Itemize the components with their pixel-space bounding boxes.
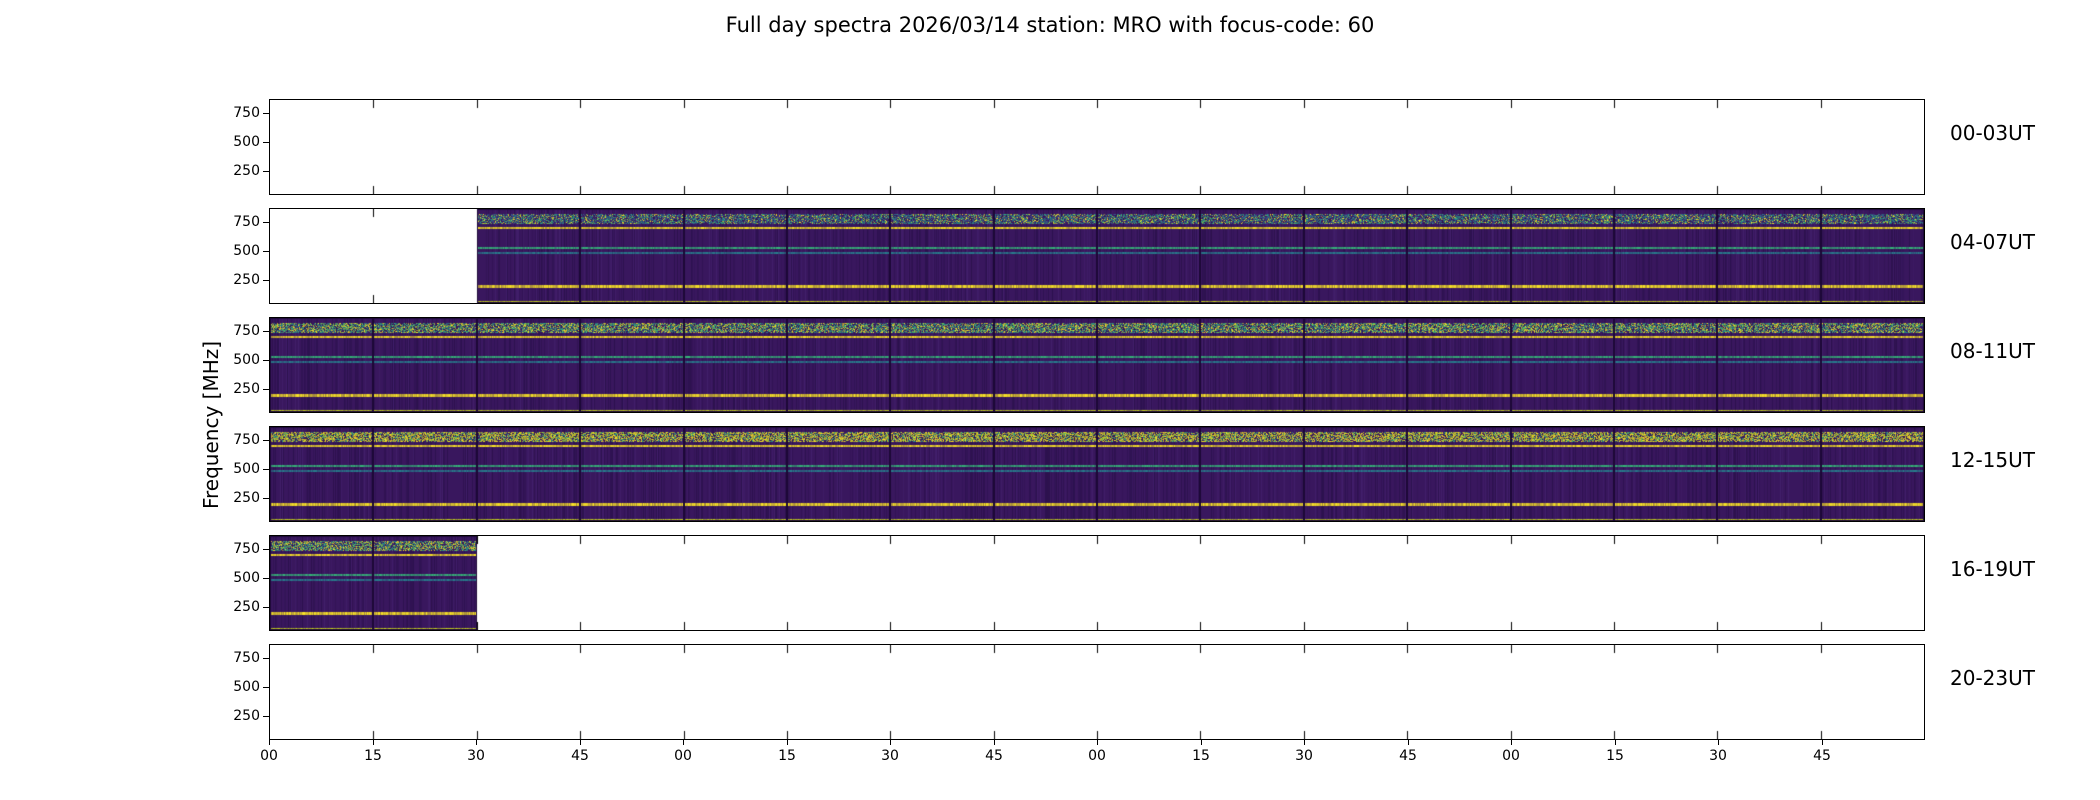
spectrogram-panel-16-19ut — [269, 535, 1925, 631]
spectrogram-canvas — [270, 100, 1924, 194]
x-tick-mark — [890, 740, 891, 745]
y-tick-mark — [263, 607, 269, 608]
y-tick-label: 750 — [233, 649, 260, 666]
y-tick-label: 500 — [233, 134, 260, 151]
y-tick-mark — [263, 658, 269, 659]
spectrogram-canvas — [270, 536, 1924, 630]
x-tick-label: 30 — [467, 748, 485, 764]
y-tick-label: 750 — [233, 213, 260, 230]
y-tick-label: 500 — [233, 679, 260, 696]
y-tick-label: 750 — [233, 431, 260, 448]
y-tick-mark — [263, 440, 269, 441]
x-tick-label: 45 — [985, 748, 1003, 764]
x-tick-mark — [1201, 740, 1202, 745]
y-tick-mark — [263, 171, 269, 172]
y-tick-mark — [263, 498, 269, 499]
x-tick-label: 00 — [674, 748, 692, 764]
y-tick-mark — [263, 280, 269, 281]
x-tick-mark — [580, 740, 581, 745]
x-tick-label: 30 — [881, 748, 899, 764]
y-tick-mark — [263, 222, 269, 223]
x-tick-mark — [1097, 740, 1098, 745]
x-tick-mark — [1511, 740, 1512, 745]
x-tick-mark — [373, 740, 374, 745]
y-tick-mark — [263, 389, 269, 390]
x-tick-label: 15 — [778, 748, 796, 764]
y-tick-label: 750 — [233, 104, 260, 121]
spectrogram-panel-12-15ut — [269, 426, 1925, 522]
x-tick-mark — [1408, 740, 1409, 745]
x-tick-mark — [1615, 740, 1616, 745]
x-tick-label: 30 — [1709, 748, 1727, 764]
y-tick-mark — [263, 360, 269, 361]
spectrogram-canvas — [270, 318, 1924, 412]
spectrogram-panel-00-03ut — [269, 99, 1925, 195]
x-tick-mark — [1822, 740, 1823, 745]
y-tick-mark — [263, 716, 269, 717]
y-tick-mark — [263, 578, 269, 579]
figure-title: Full day spectra 2026/03/14 station: MRO… — [725, 13, 1375, 37]
x-tick-label: 45 — [571, 748, 589, 764]
y-tick-label: 250 — [233, 381, 260, 398]
x-tick-label: 00 — [1088, 748, 1106, 764]
y-tick-label: 500 — [233, 570, 260, 587]
x-tick-label: 45 — [1399, 748, 1417, 764]
y-tick-label: 250 — [233, 272, 260, 289]
spectrogram-panel-20-23ut — [269, 644, 1925, 740]
y-tick-label: 500 — [233, 461, 260, 478]
panel-time-label: 08-11UT — [1950, 339, 2035, 363]
y-tick-label: 500 — [233, 243, 260, 260]
panel-time-label: 16-19UT — [1950, 557, 2035, 581]
y-tick-label: 250 — [233, 163, 260, 180]
x-tick-label: 45 — [1813, 748, 1831, 764]
x-tick-mark — [683, 740, 684, 745]
x-tick-label: 00 — [1502, 748, 1520, 764]
spectrogram-canvas — [270, 427, 1924, 521]
panel-time-label: 20-23UT — [1950, 666, 2035, 690]
spectrogram-canvas — [270, 209, 1924, 303]
x-tick-label: 15 — [364, 748, 382, 764]
x-tick-mark — [994, 740, 995, 745]
x-tick-label: 00 — [260, 748, 278, 764]
y-tick-label: 750 — [233, 322, 260, 339]
spectrogram-canvas — [270, 645, 1924, 739]
x-tick-mark — [269, 740, 270, 745]
panel-time-label: 12-15UT — [1950, 448, 2035, 472]
y-tick-mark — [263, 549, 269, 550]
x-tick-label: 15 — [1192, 748, 1210, 764]
y-tick-label: 250 — [233, 490, 260, 507]
spectrogram-panel-08-11ut — [269, 317, 1925, 413]
spectrogram-panel-04-07ut — [269, 208, 1925, 304]
panel-time-label: 00-03UT — [1950, 121, 2035, 145]
y-tick-mark — [263, 331, 269, 332]
panel-time-label: 04-07UT — [1950, 230, 2035, 254]
y-tick-label: 500 — [233, 352, 260, 369]
y-tick-mark — [263, 251, 269, 252]
y-tick-label: 250 — [233, 599, 260, 616]
y-tick-mark — [263, 687, 269, 688]
y-tick-mark — [263, 113, 269, 114]
x-tick-mark — [476, 740, 477, 745]
y-tick-label: 250 — [233, 708, 260, 725]
x-tick-mark — [787, 740, 788, 745]
y-tick-mark — [263, 469, 269, 470]
x-tick-mark — [1718, 740, 1719, 745]
x-tick-label: 15 — [1606, 748, 1624, 764]
x-tick-mark — [1304, 740, 1305, 745]
y-tick-mark — [263, 142, 269, 143]
y-tick-label: 750 — [233, 540, 260, 557]
x-tick-label: 30 — [1295, 748, 1313, 764]
